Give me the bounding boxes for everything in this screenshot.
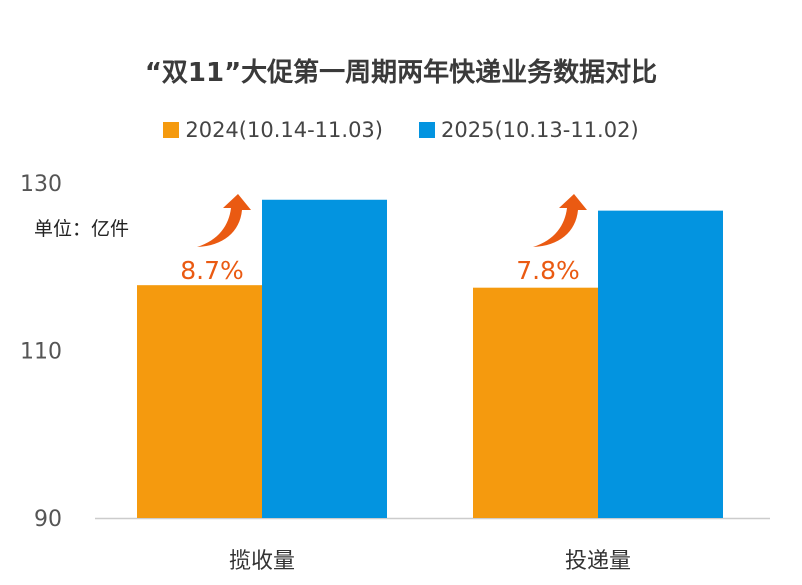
unit-label: 单位：亿件 xyxy=(34,218,130,240)
chart-title: “双11”大促第一周期两年快递业务数据对比 xyxy=(144,58,658,88)
x-tick-label-1: 投递量 xyxy=(565,549,631,574)
growth-label-0: 8.7% xyxy=(180,256,244,285)
legend-item-2024: 2024(10.14-11.03) xyxy=(163,118,383,142)
legend-swatch-2025 xyxy=(419,122,435,138)
x-tick-label-0: 揽收量 xyxy=(229,549,295,574)
legend-label-2025: 2025(10.13-11.02) xyxy=(441,118,639,142)
bar-2025-0 xyxy=(262,199,387,518)
y-tick-90: 90 xyxy=(34,507,62,532)
legend-item-2025: 2025(10.13-11.02) xyxy=(419,118,639,142)
growth-label-1: 7.8% xyxy=(516,256,580,285)
legend-label-2024: 2024(10.14-11.03) xyxy=(185,118,383,142)
bar-2024-1 xyxy=(473,287,598,518)
growth-arrow-icon-0 xyxy=(197,194,251,247)
bar-2024-0 xyxy=(137,285,262,518)
bar-2025-1 xyxy=(598,210,723,518)
y-tick-130: 130 xyxy=(20,172,62,197)
legend: 2024(10.14-11.03) 2025(10.13-11.02) xyxy=(0,118,802,142)
legend-swatch-2024 xyxy=(163,122,180,138)
growth-arrow-icon-1 xyxy=(533,194,587,247)
y-tick-110: 110 xyxy=(20,340,62,365)
